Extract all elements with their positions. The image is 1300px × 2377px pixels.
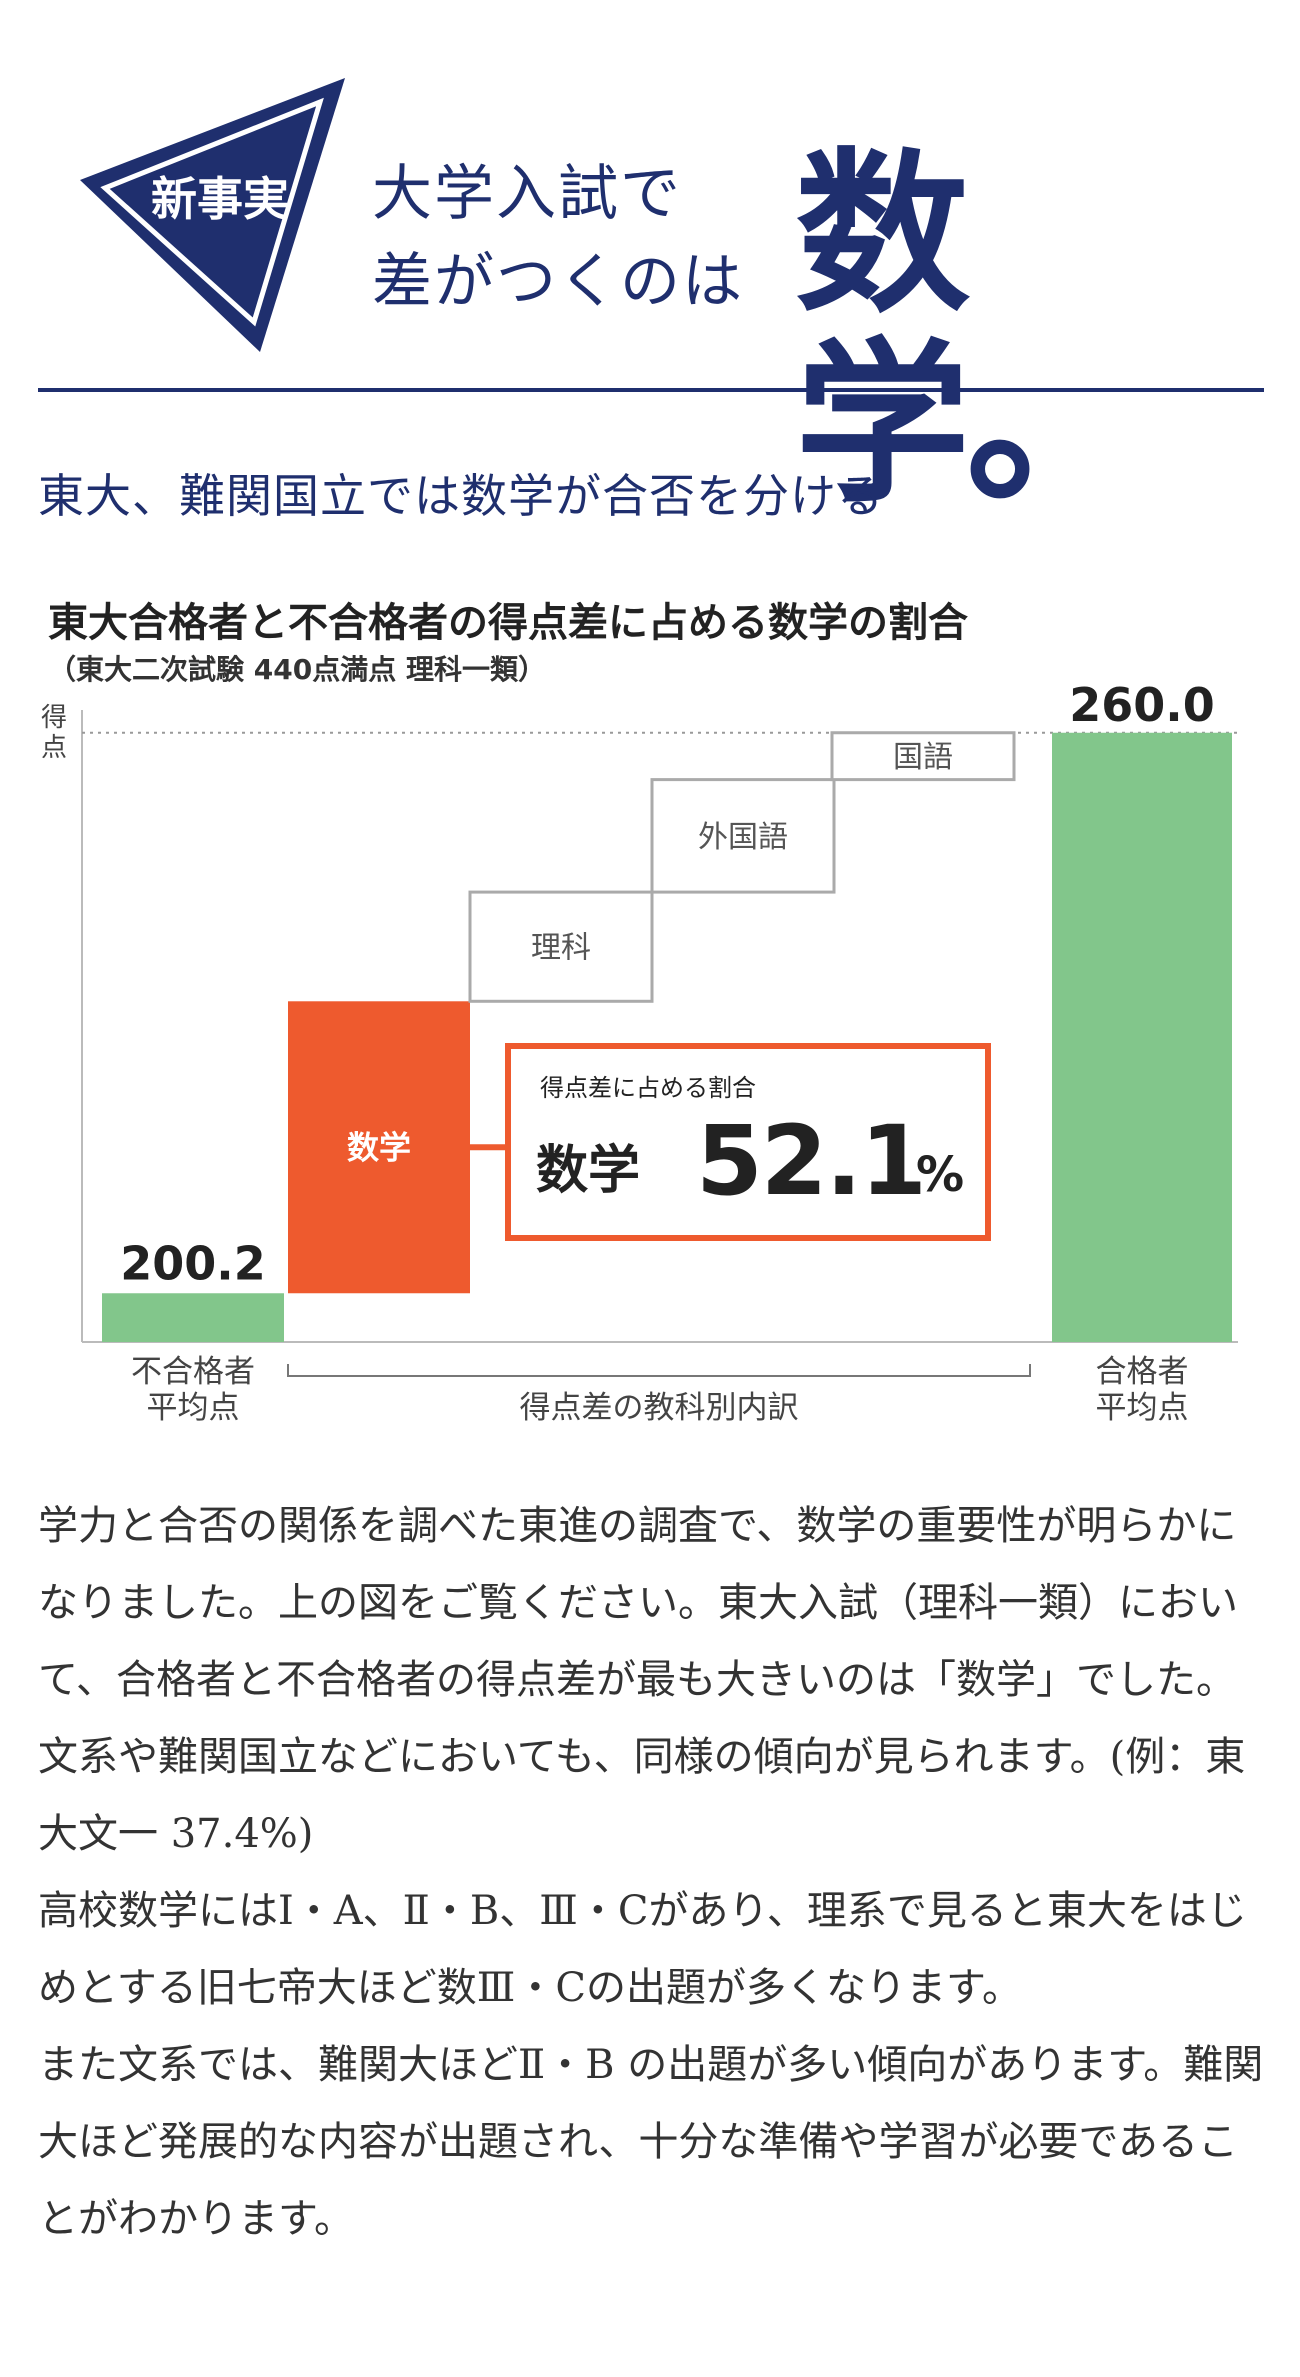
x-label-end: 平均点	[1096, 1390, 1189, 1426]
step-label-2: 外国語	[698, 820, 788, 855]
body-paragraph: 高校数学にはⅠ・A、Ⅱ・B、Ⅲ・Cがあり、理系で見ると東大をはじめとする旧七帝大…	[38, 1888, 1247, 2011]
headline-line2: 差がつくのは	[372, 247, 744, 317]
body-text: 学力と合否の関係を調べた東進の調査で、数学の重要性が明らかになりました。上の図を…	[38, 1488, 1268, 2258]
step-bar-1	[468, 890, 654, 1003]
headline: 大学入試で 差がつくのは	[372, 150, 744, 326]
step-bar-3	[830, 731, 1016, 782]
breakdown-bracket	[287, 1364, 1031, 1377]
y-axis-label: 得	[41, 703, 67, 733]
chart-title: 東大合格者と不合格者の得点差に占める数学の割合	[48, 600, 968, 646]
y-axis-label: 点	[41, 733, 67, 763]
x-label-start: 平均点	[147, 1390, 240, 1426]
badge-triangle: 新事実	[80, 78, 345, 352]
step-bar-2	[650, 778, 836, 894]
headline-big: 数学。	[795, 132, 1141, 527]
step-label-1: 理科	[531, 931, 591, 966]
badge-label: 新事実	[151, 172, 289, 226]
callout-small-text: 得点差に占める割合	[540, 1074, 756, 1102]
headline-line1: 大学入試で	[372, 159, 682, 229]
body-paragraph: 学力と合否の関係を調べた東進の調査で、数学の重要性が明らかになりました。上の図を…	[38, 1503, 1246, 1857]
divider	[38, 388, 1264, 392]
x-label-end: 合格者	[1096, 1354, 1189, 1390]
step-label-3: 国語	[893, 740, 953, 775]
breakdown-label: 得点差の教科別内訳	[520, 1390, 799, 1426]
step-bar-0	[288, 1001, 470, 1294]
x-label-start: 不合格者	[131, 1354, 255, 1390]
bar-start	[102, 1293, 284, 1342]
callout-box	[505, 1043, 991, 1241]
callout-unit: %	[916, 1147, 964, 1203]
callout-number: 52.1	[696, 1105, 925, 1217]
chart-subtitle: （東大二次試験 440点満点 理科一類）	[48, 653, 546, 686]
section-subtitle: 東大、難関国立では数学が合否を分ける	[38, 469, 884, 523]
value-label-start: 200.2	[120, 1236, 266, 1290]
callout-subject: 数学	[536, 1141, 640, 1201]
step-label-0: 数学	[347, 1128, 411, 1166]
header: 新事実 大学入試で 差がつくのは 数学。	[0, 0, 1300, 520]
value-label-end: 260.0	[1069, 680, 1215, 732]
bar-end	[1052, 732, 1232, 1342]
body-paragraph: また文系では、難関大ほどⅡ・B の出題が多い傾向があります。難関大ほど発展的な内…	[38, 2042, 1264, 2242]
